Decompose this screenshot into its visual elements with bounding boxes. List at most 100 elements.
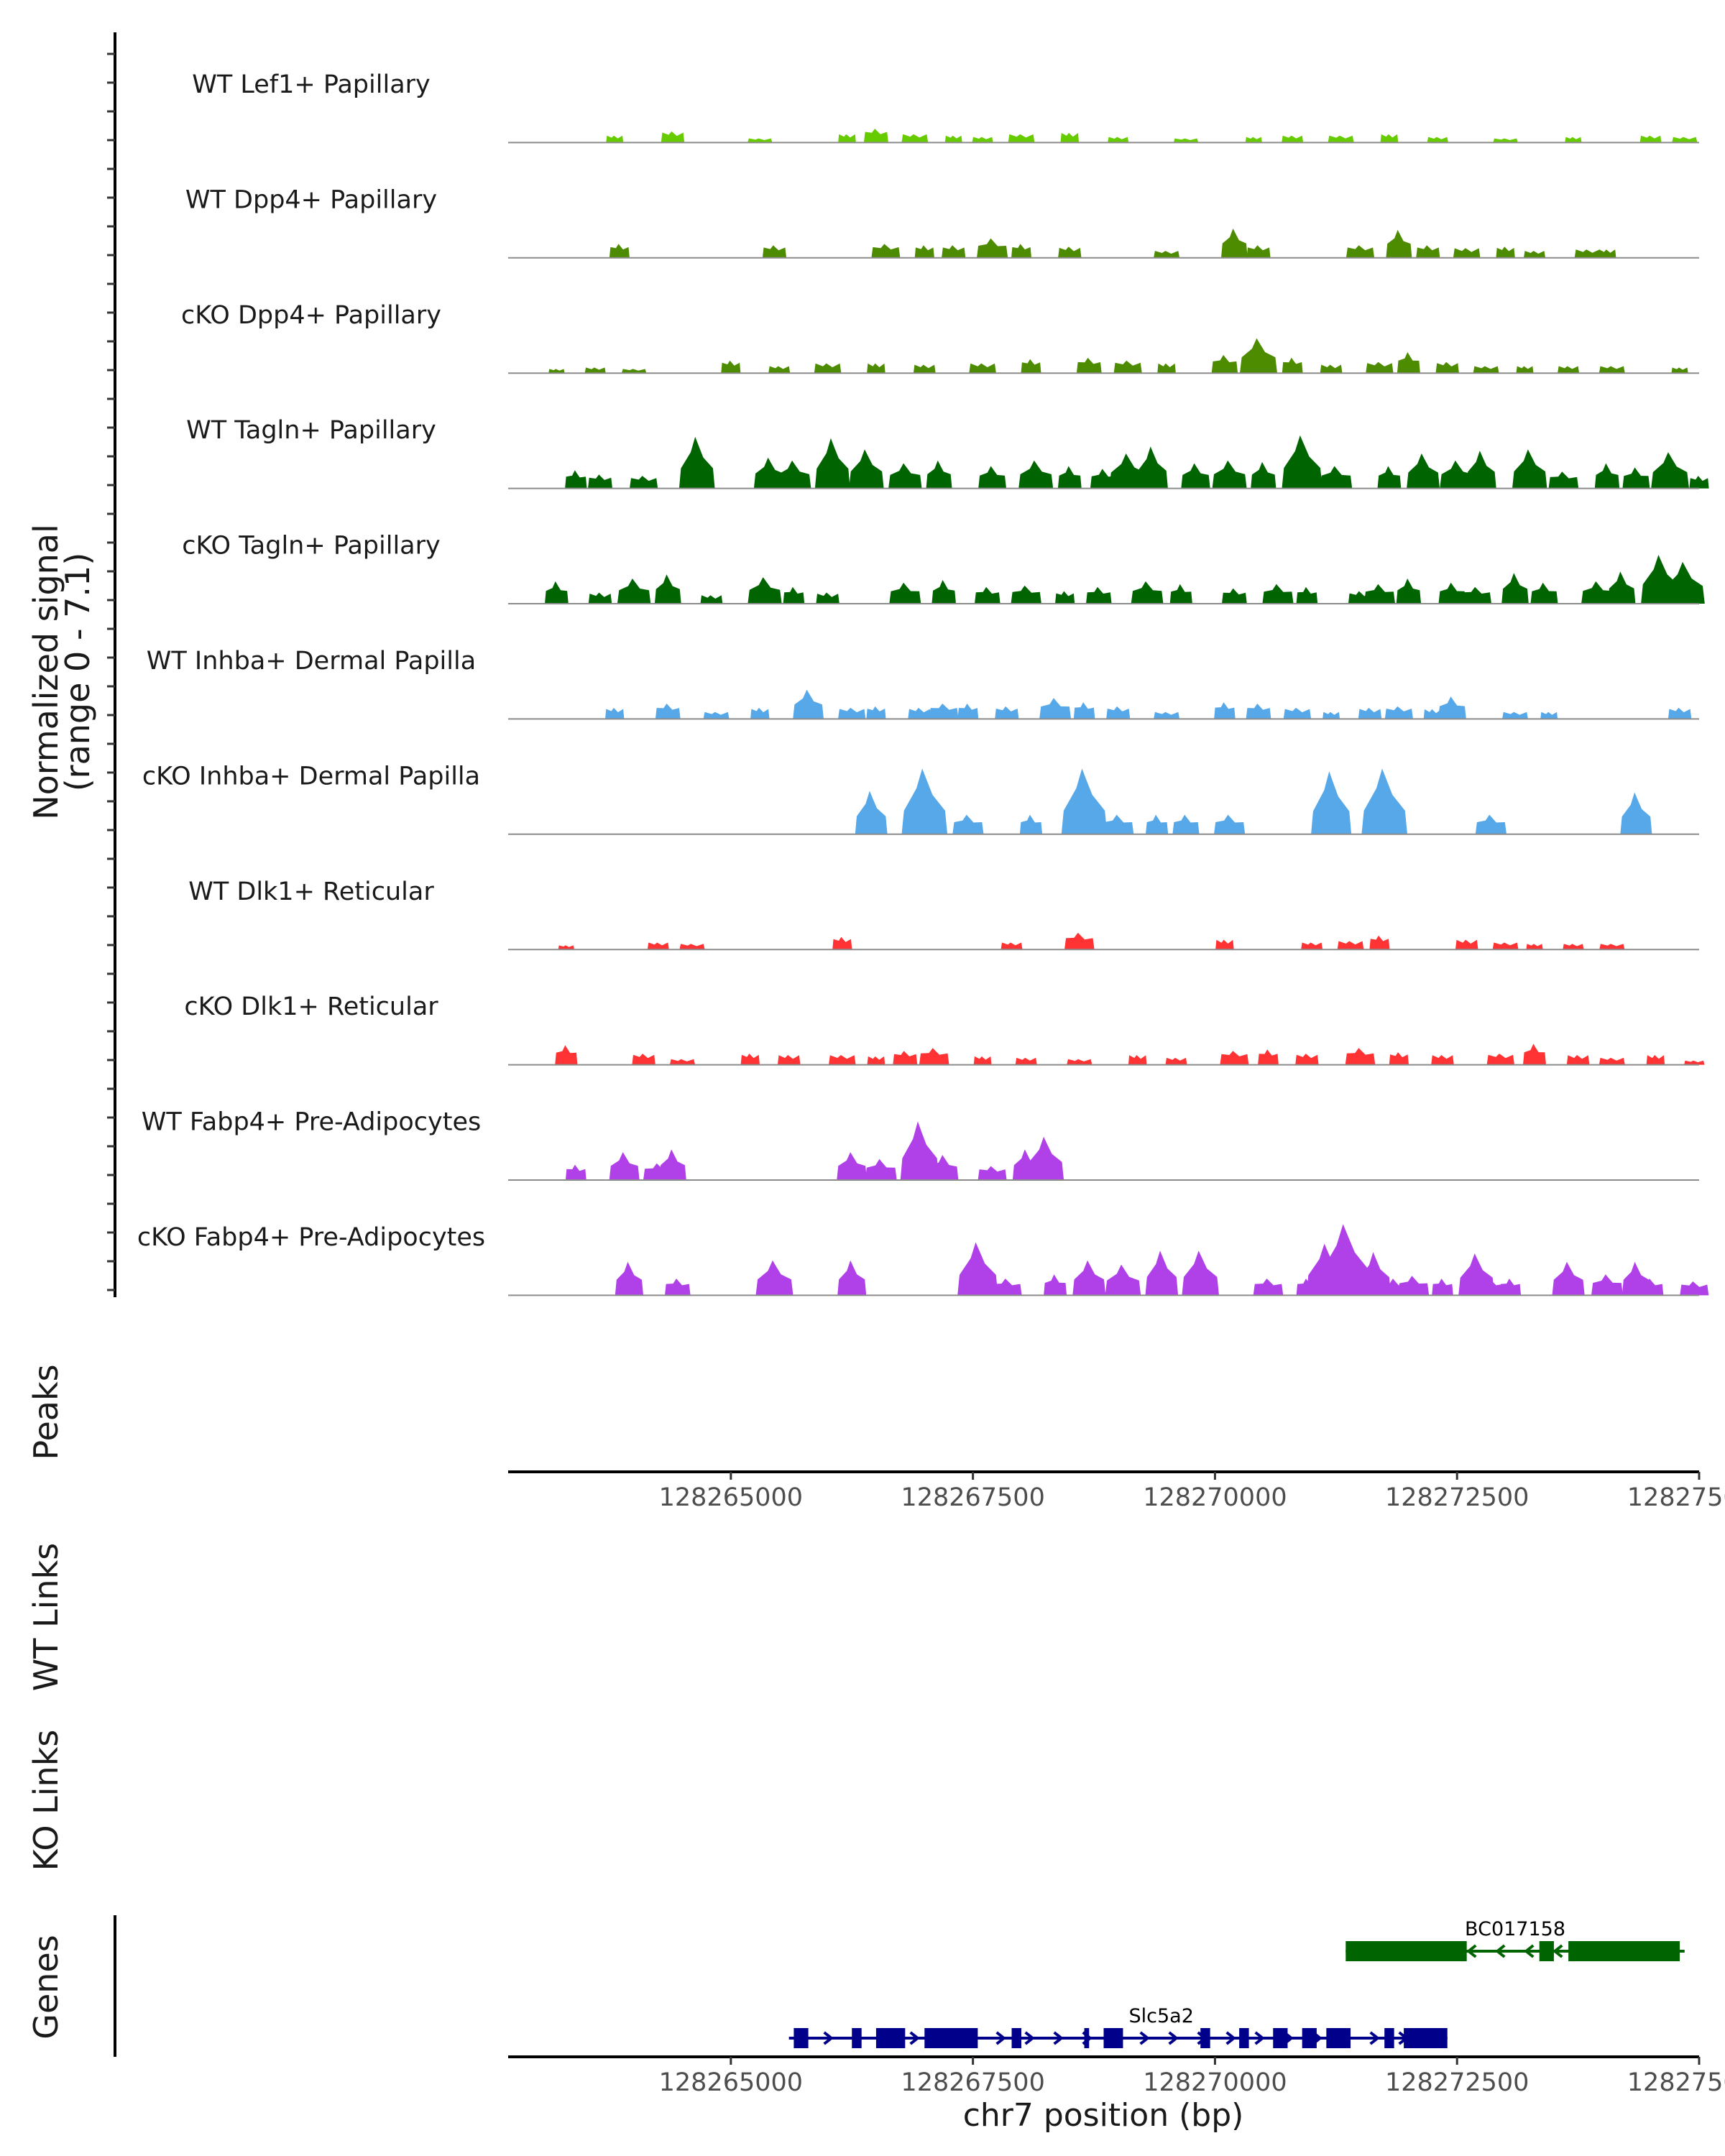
coverage-peak — [609, 244, 630, 258]
coverage-peak — [1076, 357, 1102, 374]
track-label: cKO Dlk1+ Reticular — [184, 992, 438, 1021]
strand-arrow — [1168, 2031, 1179, 2045]
coverage-peak — [1608, 571, 1636, 604]
coverage-peak — [1599, 944, 1625, 950]
coverage-peak — [814, 363, 842, 374]
coverage-peak — [1044, 1274, 1067, 1296]
coverage-peak — [1530, 582, 1558, 604]
coverage-peak — [630, 476, 658, 489]
strand-arrow — [1053, 2031, 1064, 2045]
coverage-peak — [914, 245, 934, 258]
coverage-peak — [1407, 453, 1440, 489]
coverage-peak — [588, 474, 612, 489]
coverage-peak — [926, 460, 952, 489]
coverage-peak — [617, 579, 651, 604]
coverage-peak — [1499, 1279, 1522, 1296]
coverage-peak — [1427, 137, 1448, 143]
coverage-peak — [1058, 247, 1082, 258]
coverage-peak — [1165, 1057, 1187, 1065]
coverage-peak — [1440, 460, 1475, 489]
gene-label: BC017158 — [1465, 1918, 1565, 1940]
coverage-peak — [1011, 585, 1041, 604]
coverage-peak — [1524, 251, 1545, 258]
coverage-peak — [1214, 702, 1236, 719]
coverage-peak — [1366, 361, 1394, 374]
coverage-peak — [919, 1048, 949, 1065]
coverage-peak — [1466, 451, 1496, 489]
x-tick-label: 128265000 — [659, 2068, 803, 2097]
strand-arrow — [1466, 1944, 1477, 1958]
coverage-peak — [1262, 584, 1294, 604]
coverage-peak — [995, 706, 1019, 719]
coverage-peak — [755, 1260, 794, 1296]
coverage-tracks: WT Lef1+ Papillary WT Dpp4+ Papillary cKO … — [137, 70, 1709, 1296]
gene-exon — [1273, 2028, 1288, 2048]
coverage-peak — [1565, 137, 1582, 143]
coverage-peak — [609, 1152, 640, 1180]
track: WT Dpp4+ Papillary — [185, 185, 1699, 259]
coverage-peak — [665, 1279, 691, 1296]
coverage-peak — [1435, 361, 1459, 374]
coverage-peak — [548, 369, 565, 374]
coverage-peak — [1215, 939, 1234, 950]
wt-links-label: WT Links — [27, 1543, 65, 1691]
coverage-peak — [1220, 1051, 1249, 1065]
track: cKO Dlk1+ Reticular — [184, 992, 1705, 1066]
coverage-peak — [1319, 1224, 1372, 1296]
coverage-peak — [1055, 591, 1075, 604]
coverage-peak — [1212, 460, 1247, 489]
coverage-peak — [978, 1166, 1007, 1180]
coverage-peak — [606, 135, 624, 143]
coverage-peak — [1253, 1279, 1284, 1296]
gene-exon — [794, 2028, 809, 2048]
coverage-peak — [679, 944, 705, 950]
coverage-peak — [814, 438, 850, 489]
track: WT Inhba+ Dermal Papilla — [147, 647, 1699, 720]
genes-x-ticks: 128265000 128267500 128270000 128272500 1282… — [659, 2057, 1725, 2097]
coverage-peak — [1018, 460, 1054, 489]
coverage-peak — [1320, 466, 1353, 489]
coverage-peak — [558, 945, 574, 950]
coverage-peak — [750, 707, 770, 719]
coverage-peak — [1438, 582, 1466, 604]
coverage-peak — [748, 577, 782, 604]
coverage-peak — [929, 1155, 959, 1180]
coverage-peak — [1128, 1055, 1147, 1065]
x-tick-label: 128270000 — [1143, 2068, 1287, 2097]
x-axis-title: chr7 position (bp) — [963, 2097, 1244, 2134]
track-label: cKO Dpp4+ Papillary — [181, 301, 441, 330]
coverage-peak — [700, 595, 723, 604]
coverage-peak — [863, 129, 888, 143]
x-tick-label: 128275000 — [1627, 1483, 1725, 1512]
coverage-peak — [973, 1056, 992, 1065]
gene-exon — [1539, 1941, 1554, 1961]
coverage-peak — [1386, 229, 1412, 258]
track: WT Dlk1+ Reticular — [188, 877, 1699, 951]
coverage-peak — [1311, 771, 1352, 834]
gene-exon — [1568, 1941, 1680, 1961]
coverage-peak — [1282, 435, 1322, 489]
coverage-peak — [1222, 588, 1247, 604]
coverage-peak — [1476, 1279, 1506, 1296]
peaks-x-ticks: 128265000 128267500 128270000 128272500 1282… — [659, 1472, 1725, 1512]
coverage-peak — [768, 366, 791, 374]
coverage-peak — [1105, 1264, 1141, 1296]
coverage-peak — [1173, 138, 1199, 143]
gene-exon — [852, 2028, 862, 2048]
coverage-peak — [977, 238, 1008, 258]
coverage-peak — [777, 1055, 801, 1065]
coverage-peak — [1540, 711, 1558, 719]
coverage-peak — [1251, 461, 1276, 489]
track-label: WT Fabp4+ Pre-Adipocytes — [142, 1108, 481, 1137]
coverage-peak — [1563, 944, 1584, 950]
gene-models: BC017158 Slc5a2 — [788, 1918, 1685, 2048]
coverage-peak — [655, 704, 681, 719]
strand-arrow — [1369, 2031, 1380, 2045]
gene-exon — [875, 2028, 906, 2048]
gene-exon — [1302, 2028, 1317, 2048]
coverage-peak — [1380, 134, 1399, 143]
coverage-peak — [1072, 1260, 1106, 1296]
coverage-peak — [893, 1051, 918, 1065]
coverage-peak — [1502, 711, 1528, 719]
